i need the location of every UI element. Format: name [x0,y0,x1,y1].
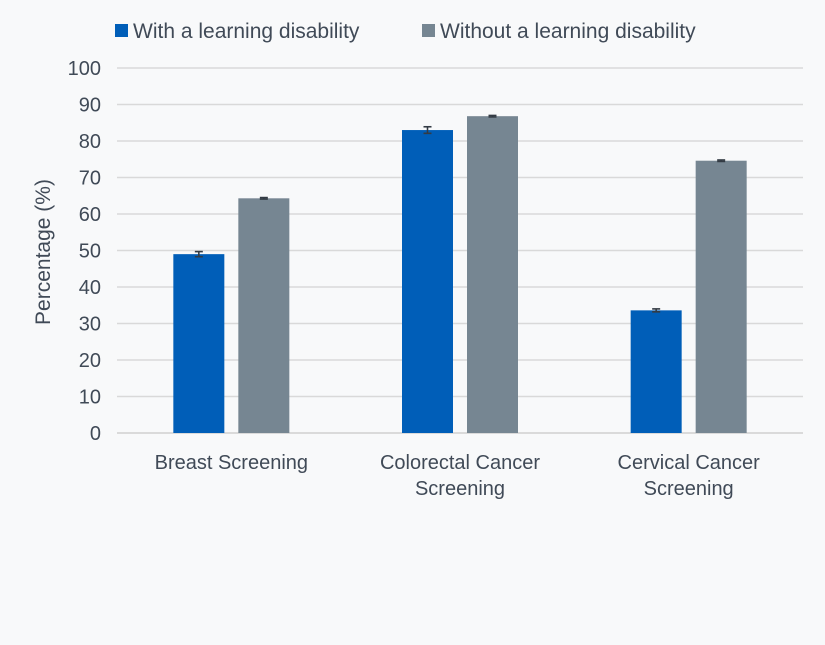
error-bar-with-ld-1 [423,125,432,135]
x-category-label: Cervical Cancer [618,452,761,474]
y-tick-label: 90 [79,95,101,117]
legend-item-without-ld: Without a learning disability [422,20,696,43]
y-tick-label: 30 [79,314,101,336]
legend-label: Without a learning disability [440,20,696,43]
x-category-label: Screening [644,478,734,500]
y-tick-label: 100 [68,58,101,80]
y-tick-label: 70 [79,168,101,190]
bar-without-ld-1 [467,116,518,434]
bar-with-ld-1 [402,130,453,434]
y-tick-label: 50 [79,241,101,263]
error-bar-with-ld-0 [194,250,203,258]
bar-without-ld-0 [238,198,290,433]
y-tick-label: 10 [79,387,101,409]
bars [173,116,747,434]
bar-without-ld-2 [695,160,747,433]
x-category-label: Breast Screening [155,452,308,474]
y-axis-title: Percentage (%) [32,179,55,325]
error-bar-with-ld-2 [652,308,661,313]
error-bar-without-ld-1 [488,114,497,118]
x-category-label: Colorectal Cancer [380,452,540,474]
bar-with-ld-2 [630,310,682,433]
error-bar-without-ld-2 [717,159,726,163]
bar-with-ld-0 [173,254,225,433]
legend: With a learning disability Without a lear… [115,20,696,43]
error-bar-without-ld-0 [259,196,268,200]
legend-swatch [115,24,128,37]
y-tick-label: 60 [79,204,101,226]
gridlines [117,67,803,434]
y-axis-ticks: 0 10 20 30 40 50 60 70 80 90 100 [68,58,101,445]
legend-swatch [422,24,435,37]
y-tick-label: 80 [79,131,101,153]
error-bars [194,114,726,313]
y-tick-label: 20 [79,350,101,372]
y-tick-label: 40 [79,277,101,299]
legend-label: With a learning disability [133,20,360,43]
x-category-label: Screening [415,478,505,500]
y-tick-label: 0 [90,423,101,445]
legend-item-with-ld: With a learning disability [115,20,360,43]
x-axis-labels: Breast Screening Colorectal Cancer Screeni… [155,452,761,500]
